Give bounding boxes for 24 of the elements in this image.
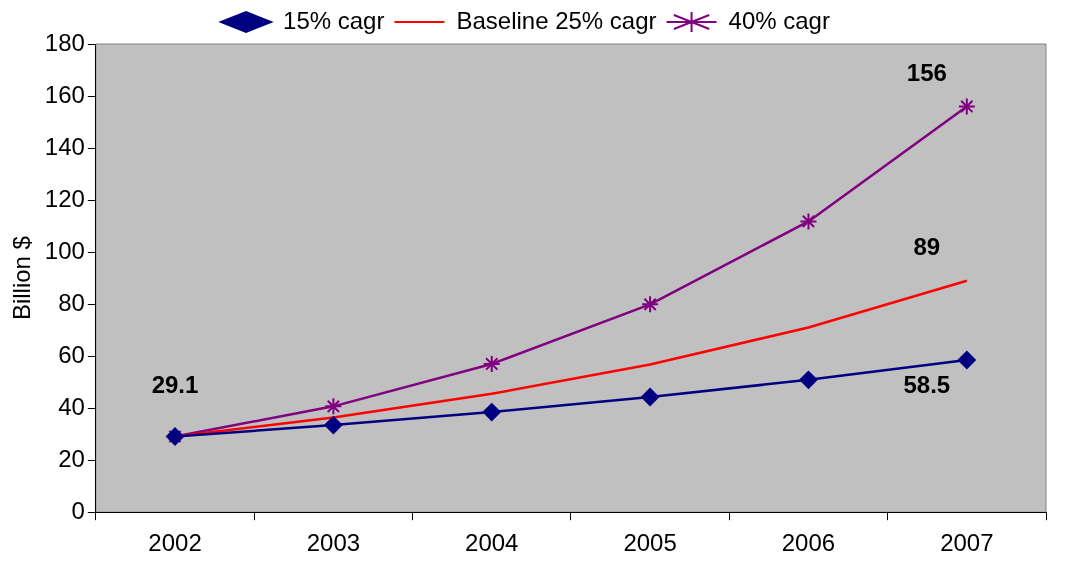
y-tick-label: 20 (58, 444, 85, 472)
x-tick-label: 2004 (465, 529, 519, 557)
y-tick-label: 140 (44, 132, 85, 160)
legend-label: Baseline 25% cagr (456, 6, 657, 34)
x-tick-label: 2002 (148, 529, 202, 557)
x-tick-label: 2007 (940, 529, 994, 557)
legend-label: 40% cagr (728, 6, 830, 34)
data-label: 58.5 (903, 370, 951, 398)
y-tick-label: 0 (71, 496, 85, 524)
y-tick-label: 100 (44, 236, 85, 264)
y-tick-label: 120 (44, 184, 85, 212)
y-tick-label: 60 (58, 340, 85, 368)
y-tick-label: 40 (58, 392, 85, 420)
y-axis-title: Billion $ (8, 236, 36, 321)
data-label: 89 (913, 233, 941, 261)
y-tick-label: 180 (44, 28, 85, 56)
data-label: 156 (906, 59, 947, 87)
y-tick-label: 80 (58, 288, 85, 316)
x-tick-label: 2005 (623, 529, 677, 557)
x-tick-label: 2006 (781, 529, 836, 557)
y-tick-label: 160 (44, 80, 85, 108)
data-label: 29.1 (151, 371, 199, 399)
x-tick-label: 2003 (306, 529, 361, 557)
legend-label: 15% cagr (283, 6, 385, 34)
